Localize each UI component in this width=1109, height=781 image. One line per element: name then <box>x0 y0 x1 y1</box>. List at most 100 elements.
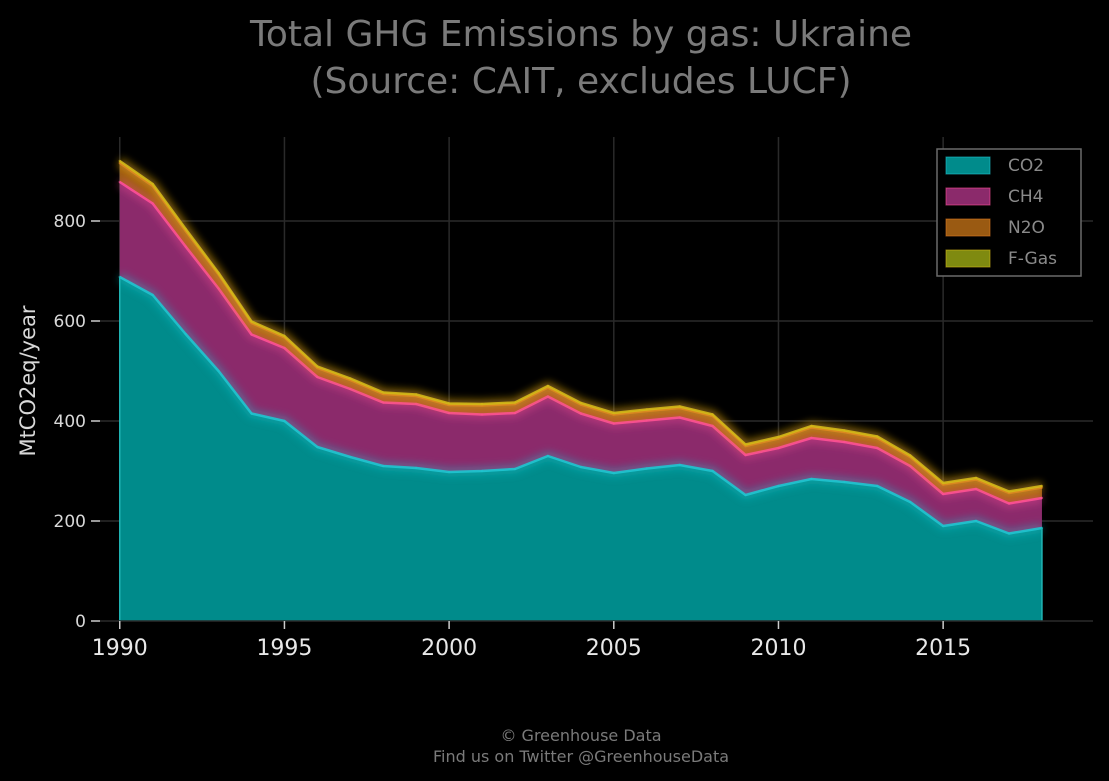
x-tick-label-1: 1995 <box>256 636 312 661</box>
point-ch4-1990 <box>118 180 121 184</box>
point-co2-1993 <box>217 369 220 373</box>
point-ch4-2013 <box>876 446 879 450</box>
point-f-gas-1993 <box>217 271 220 275</box>
point-co2-1998 <box>382 464 385 468</box>
point-f-gas-2016 <box>974 476 978 480</box>
point-ch4-1994 <box>250 333 253 336</box>
point-co2-2008 <box>711 469 714 473</box>
x-tick-label-0: 1990 <box>92 636 148 661</box>
x-tick-label-4: 2010 <box>750 636 806 661</box>
point-ch4-1993 <box>217 287 220 290</box>
point-ch4-1992 <box>184 245 187 248</box>
point-ch4-2006 <box>645 419 648 422</box>
point-co2-2000 <box>447 470 451 474</box>
point-f-gas-1998 <box>382 391 385 394</box>
point-ch4-2016 <box>974 487 978 491</box>
point-ch4-2008 <box>711 424 714 428</box>
y-tick-label-3: 600 <box>54 312 86 332</box>
y-tick-label-4: 800 <box>54 212 86 232</box>
point-ch4-2005 <box>612 422 615 425</box>
point-f-gas-1997 <box>349 377 352 380</box>
point-co2-2005 <box>612 471 615 475</box>
point-f-gas-1999 <box>414 393 418 396</box>
point-co2-1997 <box>349 455 352 459</box>
legend-swatch-co2 <box>945 156 991 175</box>
point-co2-2014 <box>909 500 912 504</box>
point-ch4-2014 <box>909 464 912 468</box>
x-tick-labels: 1990 1995 2000 2005 2010 2015 <box>92 621 971 661</box>
point-ch4-1996 <box>316 375 319 379</box>
point-f-gas-2018 <box>1040 484 1044 488</box>
point-f-gas-2002 <box>513 401 517 404</box>
legend-label-co2: CO2 <box>1008 156 1044 176</box>
point-co2-1992 <box>184 332 187 336</box>
point-ch4-2001 <box>480 413 484 416</box>
point-f-gas-2014 <box>909 454 912 457</box>
legend-swatch-ch4 <box>945 187 991 206</box>
legend: CO2 CH4 N2O F-Gas <box>936 148 1082 277</box>
point-co2-2010 <box>777 484 780 488</box>
point-f-gas-2003 <box>546 384 550 388</box>
x-tick-label-5: 2015 <box>915 636 971 661</box>
point-co2-2013 <box>876 484 879 488</box>
y-tick-labels: 0 200 400 600 800 <box>54 212 100 632</box>
point-ch4-2018 <box>1040 496 1044 500</box>
point-co2-2007 <box>678 463 681 467</box>
point-ch4-2015 <box>941 492 945 496</box>
point-f-gas-2008 <box>711 413 714 416</box>
y-tick-label-2: 400 <box>54 412 86 432</box>
point-f-gas-1990 <box>118 159 121 163</box>
point-co2-2015 <box>941 524 945 528</box>
point-f-gas-2006 <box>645 408 648 411</box>
point-f-gas-2015 <box>941 481 945 485</box>
legend-swatch-n2o <box>945 218 991 237</box>
point-f-gas-2000 <box>447 402 451 405</box>
point-co2-2002 <box>513 467 517 471</box>
y-tick-label-0: 0 <box>75 612 86 632</box>
point-co2-2004 <box>579 465 583 469</box>
footer-twitter: Find us on Twitter @GreenhouseData <box>433 747 729 766</box>
point-co2-1995 <box>283 419 286 423</box>
y-axis-label: MtCO2eq/year <box>16 305 40 456</box>
point-f-gas-2009 <box>744 443 747 446</box>
point-f-gas-1992 <box>184 227 187 231</box>
area-co2 <box>119 277 1042 621</box>
point-ch4-2004 <box>579 412 583 415</box>
point-f-gas-2001 <box>480 402 484 406</box>
point-f-gas-1996 <box>316 365 319 368</box>
area-ch4 <box>119 182 1042 534</box>
point-co2-1991 <box>151 293 154 297</box>
point-f-gas-2010 <box>777 435 780 439</box>
point-ch4-1995 <box>283 346 286 350</box>
point-f-gas-1994 <box>250 320 253 323</box>
point-ch4-2012 <box>843 440 846 444</box>
legend-label-ch4: CH4 <box>1008 187 1043 207</box>
point-co2-1996 <box>316 445 319 449</box>
stacked-areas <box>119 161 1042 621</box>
point-f-gas-2013 <box>876 435 879 438</box>
point-f-gas-1995 <box>283 334 286 338</box>
point-ch4-2002 <box>513 411 517 415</box>
point-ch4-1997 <box>349 387 352 391</box>
point-f-gas-2012 <box>843 429 846 432</box>
point-ch4-1998 <box>382 401 385 404</box>
point-ch4-2010 <box>777 446 780 450</box>
point-co2-2011 <box>810 477 813 481</box>
point-f-gas-2005 <box>612 411 615 415</box>
title-line-1: Total GHG Emissions by gas: Ukraine <box>249 14 912 55</box>
point-co2-2012 <box>843 480 846 484</box>
y-tick-label-1: 200 <box>54 512 86 532</box>
point-f-gas-2017 <box>1007 490 1011 493</box>
x-tick-label-2: 2000 <box>421 636 477 661</box>
point-ch4-2003 <box>546 395 550 398</box>
legend-swatch-f-gas <box>945 249 991 268</box>
legend-label-n2o: N2O <box>1008 218 1045 238</box>
point-ch4-2017 <box>1007 502 1011 505</box>
point-co2-2016 <box>974 519 978 523</box>
footer-copyright: © Greenhouse Data <box>500 726 661 745</box>
point-f-gas-1991 <box>151 182 154 186</box>
point-co2-2006 <box>645 467 648 470</box>
axes <box>100 277 1093 622</box>
title-line-2: (Source: CAIT, excludes LUCF) <box>310 61 851 102</box>
x-tick-label-3: 2005 <box>586 636 642 661</box>
